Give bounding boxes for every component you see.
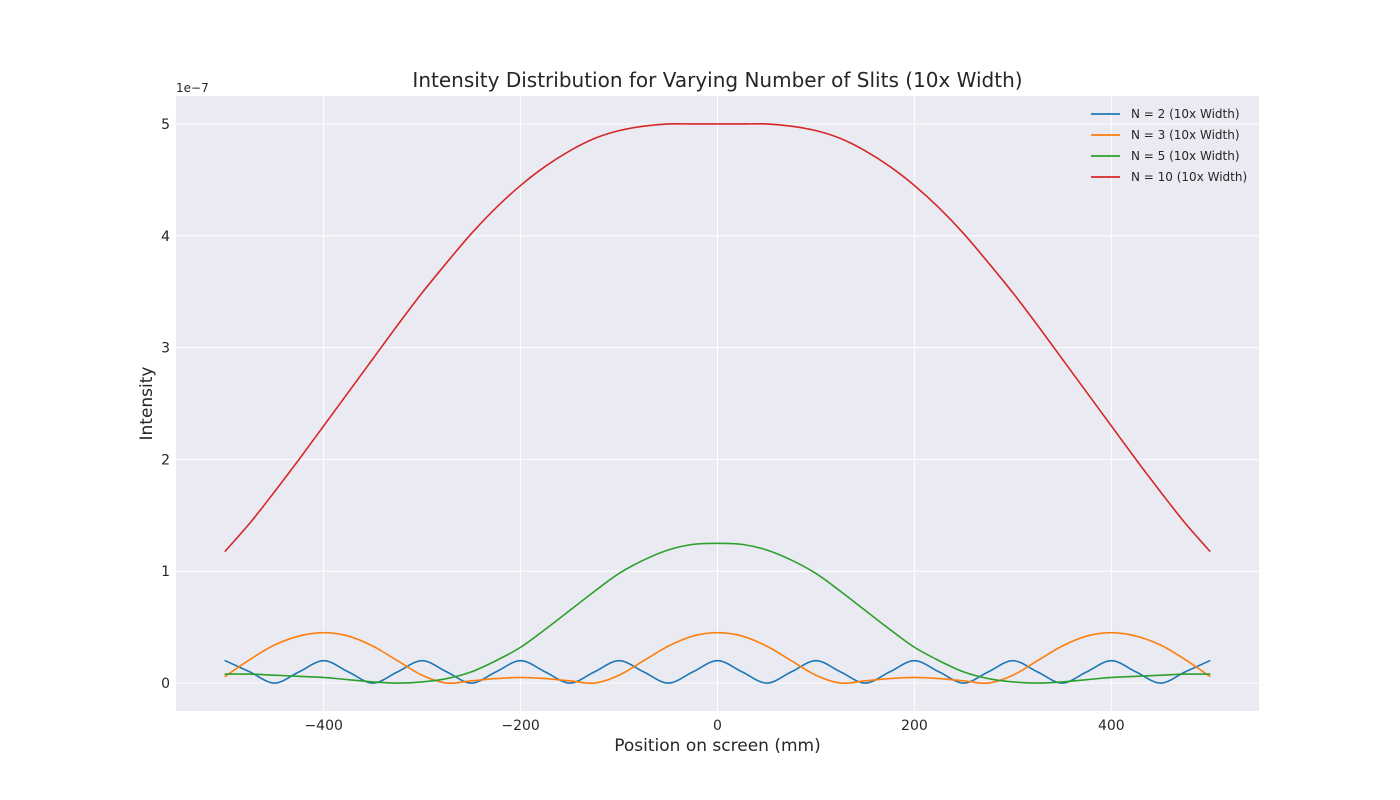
y-tick-label: 5 [161, 117, 170, 133]
x-tick-label: 0 [713, 718, 722, 734]
series-line-3 [224, 542, 1211, 684]
x-tick-label: −400 [304, 718, 342, 734]
chart-title: Intensity Distribution for Varying Numbe… [412, 68, 1022, 92]
ticks: −400 −200 0 200 400 0 1 2 3 4 5 [161, 117, 1125, 734]
series-line-4 [224, 122, 1211, 552]
y-tick-label: 3 [161, 341, 170, 357]
y-axis-label: Intensity [137, 367, 157, 441]
legend-entry: N = 2 (10x Width) [1131, 107, 1240, 121]
series-line-2 [224, 631, 1211, 685]
x-axis-label: Position on screen (mm) [614, 736, 820, 756]
y-tick-label: 1 [161, 564, 170, 580]
y-tick-label: 0 [161, 676, 170, 692]
legend-entry: N = 3 (10x Width) [1131, 128, 1240, 142]
series-line-1 [224, 659, 1211, 684]
x-tick-label: 200 [901, 718, 928, 734]
y-axis-offset-label: 1e−7 [176, 81, 209, 95]
legend-entry: N = 5 (10x Width) [1131, 149, 1240, 163]
legend: N = 2 (10x Width) N = 3 (10x Width) N = 5 … [1091, 107, 1247, 184]
y-tick-label: 4 [161, 229, 170, 245]
legend-entry: N = 10 (10x Width) [1131, 170, 1247, 184]
y-tick-label: 2 [161, 452, 170, 468]
x-tick-label: 400 [1098, 718, 1125, 734]
x-tick-label: −200 [501, 718, 539, 734]
series-layer [224, 122, 1211, 685]
